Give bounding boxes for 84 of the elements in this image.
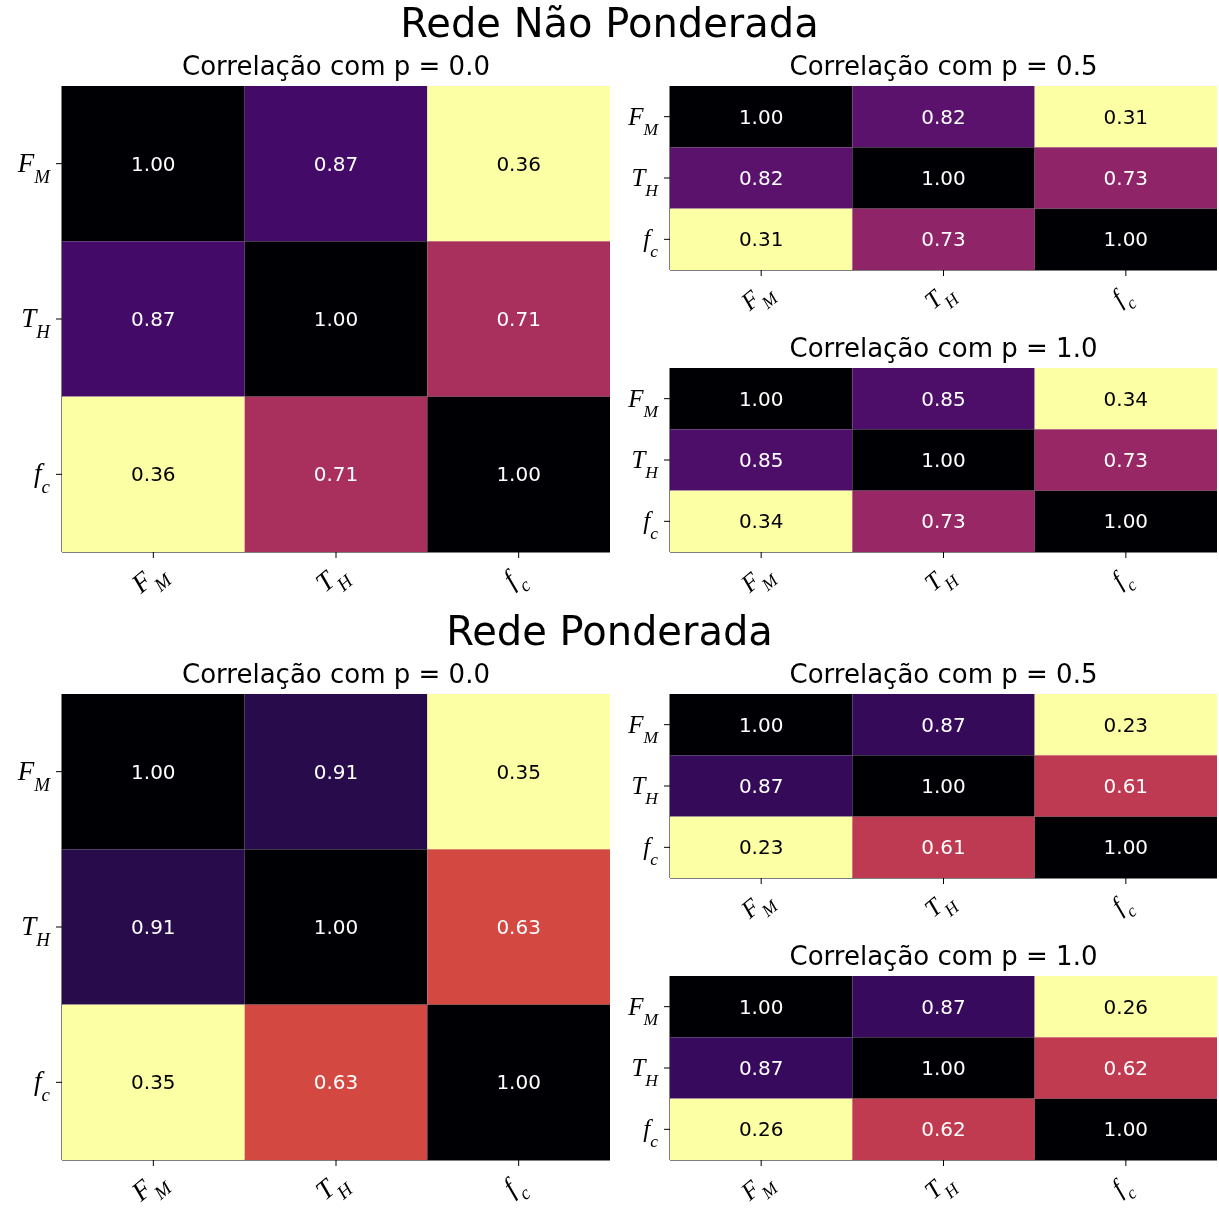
y-tick-label: T$_{H}$ — [631, 772, 660, 808]
y-tick-label: f$_{c}$ — [34, 458, 51, 497]
data-label: 1.00 — [1103, 509, 1149, 534]
data-label: 0.87 — [921, 994, 966, 1019]
data-label: 0.35 — [131, 1070, 176, 1095]
data-label: 1.00 — [921, 1056, 966, 1080]
chart-title: Correlação com p = 0.5 — [788, 658, 1099, 691]
data-label: 1.00 — [1103, 835, 1149, 860]
data-label: 0.36 — [131, 462, 176, 487]
chart-title: Correlação com p = 0.0 — [181, 658, 491, 691]
data-label: 1.00 — [1103, 1117, 1149, 1142]
data-label: 0.87 — [738, 774, 784, 798]
data-label: 0.61 — [921, 835, 966, 860]
data-label: 0.31 — [738, 227, 784, 252]
data-label: 0.82 — [738, 166, 784, 190]
y-tick-label: T$_{H}$ — [631, 164, 660, 200]
text: Rede Não Ponderada — [399, 0, 820, 46]
data-label: 1.00 — [738, 386, 784, 411]
data-label: 0.87 — [313, 151, 359, 176]
data-label: 0.34 — [1103, 386, 1149, 411]
y-tick-label: f$_{c}$ — [643, 833, 659, 870]
x-tick-label: f$_{c}$ — [497, 563, 535, 596]
data-label: 1.00 — [496, 1070, 541, 1095]
data-label: 0.71 — [313, 462, 359, 487]
data-label: 0.91 — [313, 759, 359, 784]
data-label: 0.87 — [131, 307, 176, 331]
data-label: 1.00 — [313, 915, 359, 939]
data-label: 0.63 — [313, 1070, 359, 1095]
data-label: 0.73 — [1103, 448, 1149, 472]
data-label: 0.23 — [1103, 712, 1149, 737]
data-label: 0.82 — [921, 104, 966, 129]
x-tick-label: f$_{c}$ — [1106, 1173, 1141, 1203]
data-label: 1.00 — [131, 759, 176, 784]
chart-title: Correlação com p = 1.0 — [788, 940, 1099, 973]
chart-title: Correlação com p = 0.0 — [181, 50, 491, 83]
x-tick-label: f$_{c}$ — [1106, 891, 1141, 921]
data-label: 1.00 — [738, 104, 784, 129]
data-label: 1.00 — [738, 994, 784, 1019]
data-label: 0.71 — [496, 307, 541, 331]
data-label: 1.00 — [1103, 227, 1149, 252]
data-label: 0.85 — [921, 386, 966, 411]
data-label: 1.00 — [131, 151, 176, 176]
data-label: 0.62 — [921, 1117, 966, 1142]
y-tick-label: T$_{H}$ — [631, 1054, 660, 1090]
data-label: 0.91 — [131, 915, 176, 939]
y-tick-label: f$_{c}$ — [34, 1066, 51, 1105]
data-label: 0.85 — [738, 448, 784, 472]
data-label: 0.73 — [921, 227, 966, 252]
data-label: 0.87 — [921, 712, 966, 737]
data-label: 0.31 — [1103, 104, 1149, 129]
y-tick-label: F$_{M}$ — [627, 992, 660, 1029]
y-tick-label: F$_{M}$ — [627, 102, 660, 139]
x-tick-label: f$_{c}$ — [1106, 283, 1141, 313]
data-label: 1.00 — [921, 166, 966, 190]
data-label: 1.00 — [496, 462, 541, 487]
data-label: 0.36 — [496, 151, 541, 176]
y-tick-label: f$_{c}$ — [643, 225, 659, 262]
data-label: 0.73 — [1103, 166, 1149, 190]
y-tick-label: T$_{H}$ — [631, 446, 660, 482]
chart-title: Correlação com p = 0.5 — [788, 50, 1099, 83]
data-label: 1.00 — [921, 448, 966, 472]
x-tick-label: f$_{c}$ — [1106, 565, 1141, 595]
data-label: 0.63 — [496, 915, 541, 939]
y-tick-label: F$_{M}$ — [627, 710, 660, 747]
data-label: 0.34 — [738, 509, 784, 534]
data-label: 0.87 — [738, 1056, 784, 1080]
text: Rede Ponderada — [445, 608, 774, 654]
y-tick-label: F$_{M}$ — [627, 384, 660, 421]
data-label: 0.35 — [496, 759, 541, 784]
data-label: 0.26 — [1103, 994, 1149, 1019]
y-tick-label: F$_{M}$ — [16, 147, 52, 187]
data-label: 1.00 — [738, 712, 784, 737]
data-label: 1.00 — [313, 307, 359, 331]
y-tick-label: F$_{M}$ — [16, 755, 52, 795]
data-label: 0.61 — [1103, 774, 1149, 798]
data-label: 0.62 — [1103, 1056, 1149, 1080]
x-tick-label: f$_{c}$ — [497, 1171, 535, 1204]
y-tick-label: f$_{c}$ — [643, 1115, 659, 1152]
data-label: 0.23 — [738, 835, 784, 860]
data-label: 0.73 — [921, 509, 966, 534]
data-label: 0.26 — [738, 1117, 784, 1142]
data-label: 1.00 — [921, 774, 966, 798]
chart-title: Correlação com p = 1.0 — [788, 332, 1099, 365]
y-tick-label: f$_{c}$ — [643, 507, 659, 544]
